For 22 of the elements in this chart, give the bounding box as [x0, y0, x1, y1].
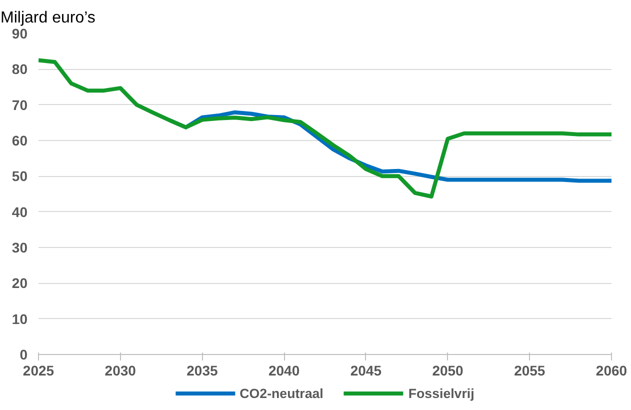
y-tick-label: 90 [12, 26, 28, 42]
y-tick-label: 30 [12, 240, 28, 256]
y-tick-label: 70 [12, 96, 28, 113]
x-tick-label: 2035 [186, 362, 218, 378]
x-tick-label: 2045 [350, 362, 382, 378]
y-tick-label: 60 [12, 132, 28, 148]
y-tick-label: 10 [12, 310, 28, 327]
x-tick-label: 2025 [22, 362, 54, 378]
x-tick-label: 2050 [432, 362, 464, 378]
y-axis-title: Miljard euro’s [0, 10, 96, 26]
y-tick-label: 80 [12, 61, 28, 78]
line-series [38, 58, 612, 198]
x-tick-label: 2030 [104, 362, 136, 378]
y-tick-label: 20 [12, 275, 28, 292]
y-tick-label: 40 [12, 204, 28, 220]
x-tick-label: 2040 [268, 362, 300, 378]
legend-label: CO2-neutraal [240, 386, 324, 400]
x-tick-label: 2060 [596, 362, 628, 378]
legend-label: Fossielvrij [408, 386, 474, 400]
x-tick-label: 2055 [514, 362, 546, 378]
y-tick-label: 50 [12, 168, 28, 184]
y-tick-label: 0 [20, 346, 28, 362]
